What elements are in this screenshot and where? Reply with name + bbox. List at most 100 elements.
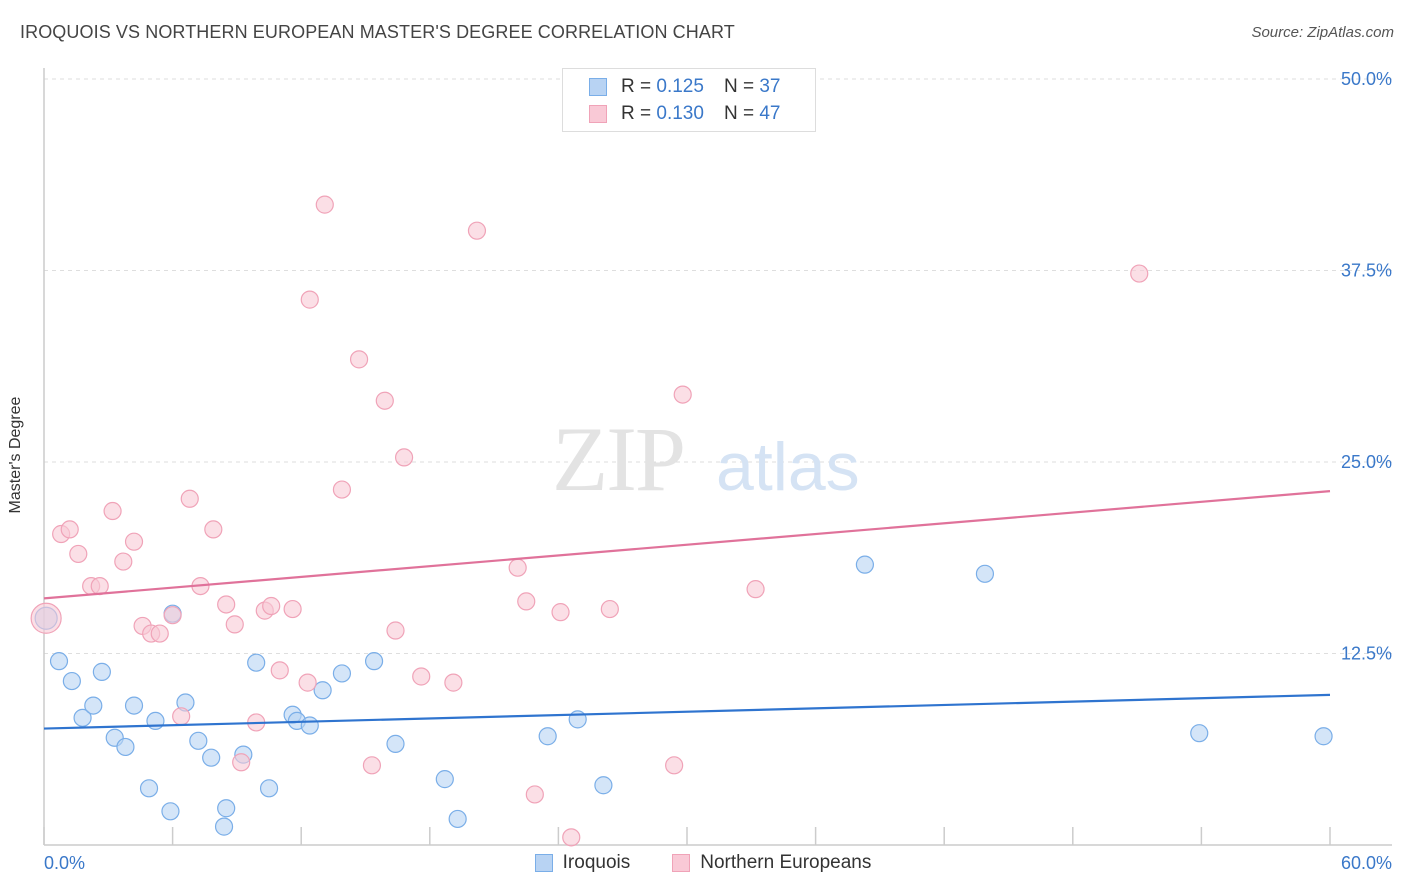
legend-r-label: R = [621,76,652,97]
legend-swatch-northern-europeans [589,105,607,123]
northern-europeans-point [103,501,122,521]
legend-row-northern-europeans: R = 0.130 N = 47 [589,102,780,126]
y-tick-label: 12.5% [1341,644,1392,664]
watermark-zip: ZIP [552,408,684,510]
northern-europeans-point [525,785,544,804]
legend-swatch-iroquois [589,78,607,96]
iroquois-point [139,779,159,798]
x-tick-label: 60.0% [1341,853,1392,873]
watermark-atlas: atlas [716,429,860,505]
northern-europeans-point [517,592,536,611]
iroquois-point [49,652,69,671]
iroquois-point [73,708,92,727]
legend-swatch-iroquois [534,854,553,872]
legend-r-label: R = [621,103,652,124]
northern-europeans-point [30,602,62,634]
northern-europeans-point [375,391,394,410]
northern-europeans-point [114,552,133,571]
legend-item-northern-europeans: Northern Europeans [672,852,871,874]
iroquois-point [214,817,234,836]
legend-label-iroquois: Iroquois [562,852,631,873]
iroquois-point [116,737,135,757]
iroquois-point [855,555,874,574]
iroquois-point [975,564,995,583]
northern-europeans-point [270,661,289,680]
iroquois-point [386,734,405,753]
northern-europeans-point [551,603,570,622]
legend-r-value: 0.125 [656,76,704,97]
northern-europeans-point [332,480,352,499]
northern-europeans-point [180,489,199,508]
iroquois-point [300,716,319,735]
iroquois-point [189,731,208,750]
x-tick-label: 0.0% [44,853,85,873]
northern-europeans-point [394,448,414,467]
chart-title: IROQUOIS VS NORTHERN EUROPEAN MASTER'S D… [20,22,735,42]
trend-lines [43,490,1331,730]
iroquois-point [332,664,352,683]
northern-europeans-point [467,221,487,240]
iroquois-point [1314,727,1333,746]
northern-europeans-point [225,615,244,634]
legend-label-northern-europeans: Northern Europeans [700,852,872,873]
series-legend: Iroquois Northern Europeans [0,852,1406,874]
iroquois-point [124,696,144,715]
northern-europeans-point [69,544,88,564]
iroquois-point [84,696,103,715]
iroquois-point [448,809,467,829]
iroquois-point [202,748,221,767]
northern-europeans-point [665,756,684,775]
legend-n-value: 37 [759,76,781,97]
northern-europeans-point [300,290,319,309]
northern-europeans-point [412,667,431,686]
northern-europeans-point [315,195,334,214]
northern-europeans-point [562,828,581,847]
iroquois-point [435,770,454,789]
northern-europeans-point [60,520,79,539]
northern-europeans-point [508,558,527,577]
correlation-legend: R = 0.125 N = 37 R = 0.130 N = 47 [562,68,816,132]
y-tick-label: 50.0% [1341,69,1392,89]
y-tick-label: 25.0% [1341,452,1392,472]
tick-labels: 12.5% 25.0% 37.5% 50.0% 0.0% 60.0% [44,69,1392,873]
iroquois-point [313,681,332,700]
source-label: Source: ZipAtlas.com [1251,24,1394,41]
iroquois-point [364,652,384,671]
legend-n-label: N = [723,76,755,97]
iroquois-point [92,662,111,681]
northern-europeans-point [673,385,692,404]
northern-europeans-point [386,621,405,640]
iroquois-point [538,727,557,746]
northern-europeans-point [262,596,281,616]
legend-swatch-northern-europeans [672,854,691,872]
legend-n-label: N = [723,103,755,124]
legend-n-value: 47 [759,103,781,124]
legend-r-value: 0.130 [656,103,704,124]
iroquois-point [62,671,81,691]
northern-europeans-point [90,576,109,596]
northern-europeans-point [163,606,182,625]
northern-europeans-point [444,673,463,692]
y-tick-label: 37.5% [1341,261,1392,281]
northern-europeans-point [124,532,144,551]
iroquois-point [1190,724,1209,743]
trend-line-iroquois [43,693,1331,730]
northern-europeans-point [600,599,619,619]
watermark: ZIP atlas [552,408,860,510]
grid-lines [44,78,1392,654]
northern-europeans-point [217,595,236,614]
northern-europeans-point [298,673,317,692]
iroquois-point [161,802,180,821]
northern-europeans-point [232,753,251,772]
northern-europeans-point [172,707,191,726]
legend-row-iroquois: R = 0.125 N = 37 [589,75,780,99]
axes [43,68,1392,846]
northern-europeans-point [283,599,302,619]
northern-europeans-point [204,520,223,539]
northern-europeans-point [1130,264,1149,283]
northern-europeans-point [746,580,765,599]
northern-europeans-point [150,624,169,643]
iroquois-point [594,776,613,795]
iroquois-point [217,799,236,818]
